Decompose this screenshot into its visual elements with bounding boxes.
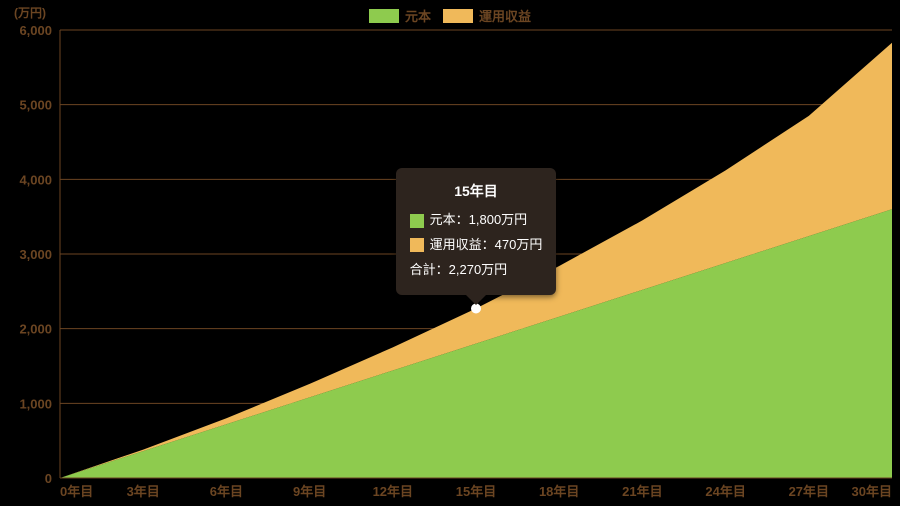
x-tick-label: 21年目	[622, 484, 662, 499]
y-tick-label: 0	[45, 471, 52, 486]
y-axis-unit-label: (万円)	[14, 4, 46, 21]
tooltip-marker	[471, 304, 481, 314]
tooltip-swatch-returns	[410, 238, 424, 252]
legend-label-principal: 元本	[405, 6, 431, 25]
y-tick-label: 2,000	[19, 322, 52, 337]
legend-swatch-principal	[369, 9, 399, 23]
x-tick-label: 27年目	[789, 484, 829, 499]
y-tick-label: 6,000	[19, 23, 52, 38]
tooltip-row-total: 合計：2,270万円	[410, 258, 543, 283]
tooltip-swatch-principal	[410, 214, 424, 228]
tooltip-text-total: 合計：2,270万円	[410, 258, 508, 283]
y-tick-label: 4,000	[19, 172, 52, 187]
x-tick-label: 12年目	[373, 484, 413, 499]
x-tick-label: 15年目	[456, 484, 496, 499]
chart-tooltip: 15年目 元本：1,800万円 運用収益：470万円 合計：2,270万円	[396, 168, 557, 295]
legend-item-principal: 元本	[369, 6, 431, 25]
tooltip-row-principal: 元本：1,800万円	[410, 208, 543, 233]
tooltip-title: 15年目	[410, 178, 543, 205]
legend-item-returns: 運用収益	[443, 6, 531, 25]
tooltip-row-returns: 運用収益：470万円	[410, 233, 543, 258]
tooltip-text-returns: 運用収益：470万円	[430, 233, 543, 258]
x-tick-label: 18年目	[539, 484, 579, 499]
y-tick-label: 5,000	[19, 98, 52, 113]
x-tick-label: 30年目	[852, 484, 892, 499]
y-tick-label: 3,000	[19, 247, 52, 262]
legend-swatch-returns	[443, 9, 473, 23]
chart-legend: 元本 運用収益	[0, 6, 900, 25]
x-tick-label: 9年目	[293, 484, 326, 499]
x-tick-label: 24年目	[705, 484, 745, 499]
tooltip-text-principal: 元本：1,800万円	[430, 208, 528, 233]
y-tick-label: 1,000	[19, 396, 52, 411]
x-tick-label: 6年目	[210, 484, 243, 499]
x-tick-label: 0年目	[60, 484, 93, 499]
legend-label-returns: 運用収益	[479, 6, 531, 25]
x-tick-label: 3年目	[127, 484, 160, 499]
